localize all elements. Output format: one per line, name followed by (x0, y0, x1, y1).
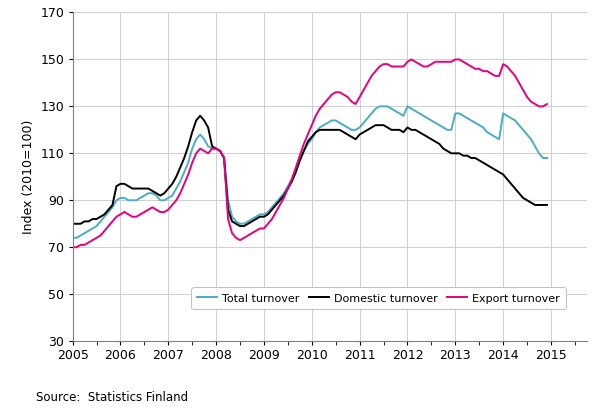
Domestic turnover (197, 113, 204, 118)
Domestic turnover (69, 221, 76, 226)
Export turnover (448, 59, 455, 64)
Domestic turnover (535, 203, 543, 208)
Total turnover (197, 132, 204, 137)
Export turnover (543, 102, 551, 106)
Domestic turnover (452, 151, 459, 156)
Total turnover (332, 118, 339, 123)
Line: Domestic turnover: Domestic turnover (73, 116, 547, 226)
Domestic turnover (169, 181, 176, 186)
Total turnover (400, 113, 407, 118)
Total turnover (69, 235, 76, 240)
Export turnover (408, 57, 415, 62)
Text: Source:  Statistics Finland: Source: Statistics Finland (36, 391, 188, 404)
Export turnover (197, 146, 204, 151)
Export turnover (531, 102, 538, 106)
Export turnover (169, 203, 176, 208)
Legend: Total turnover, Domestic turnover, Export turnover: Total turnover, Domestic turnover, Expor… (191, 287, 566, 309)
Export turnover (69, 245, 76, 250)
Export turnover (396, 64, 403, 69)
Export turnover (332, 90, 339, 95)
Domestic turnover (200, 118, 208, 123)
Total turnover (543, 156, 551, 161)
Line: Total turnover: Total turnover (73, 106, 547, 238)
Line: Export turnover: Export turnover (73, 59, 547, 247)
Total turnover (531, 144, 538, 149)
Domestic turnover (404, 125, 411, 130)
Total turnover (448, 127, 455, 132)
Domestic turnover (543, 203, 551, 208)
Y-axis label: Index (2010=100): Index (2010=100) (22, 120, 35, 234)
Total turnover (169, 193, 176, 198)
Domestic turnover (340, 130, 347, 135)
Total turnover (376, 104, 383, 109)
Domestic turnover (237, 224, 244, 229)
